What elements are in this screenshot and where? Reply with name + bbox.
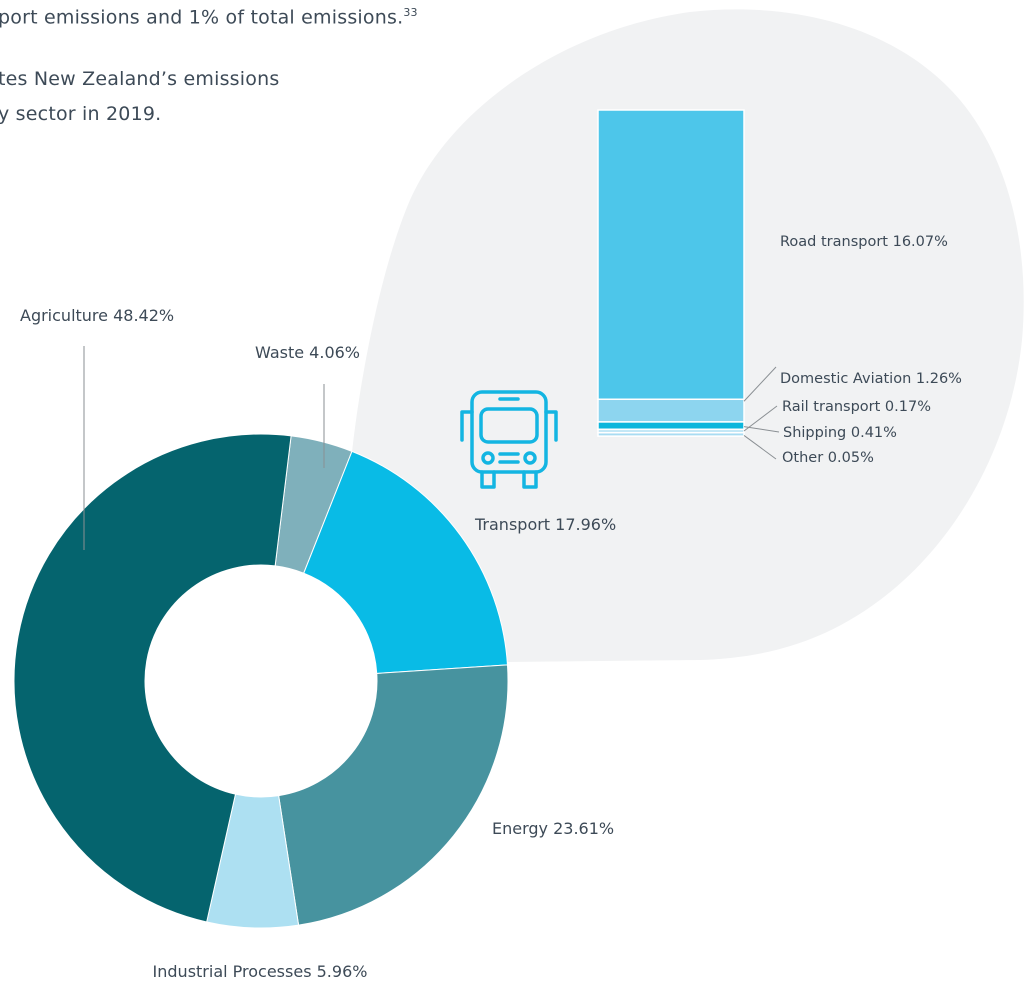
bus-icon-body (470, 390, 548, 474)
label-rail-transport: Rail transport 0.17% (782, 399, 931, 415)
bar-segment-shipping (597, 421, 745, 431)
bus-icon-wheel-left (480, 470, 496, 489)
bus-icon-windshield (479, 407, 539, 444)
bar-segment-road-transport (597, 109, 745, 401)
bus-icon (460, 390, 558, 489)
bus-icon-mirror-left (460, 410, 474, 442)
bus-icon-mirror-right (544, 410, 558, 442)
slice-transport (303, 450, 509, 674)
label-energy: Energy 23.61% (492, 819, 614, 838)
bus-icon-wheel-right (522, 470, 538, 489)
bus-icon-headlight-left (481, 451, 495, 465)
intro-line-2: tes New Zealand’s emissions (0, 68, 280, 90)
label-waste: Waste 4.06% (255, 343, 360, 362)
intro-line-1: port emissions and 1% of total emissions… (0, 6, 418, 29)
label-shipping: Shipping 0.41% (783, 425, 897, 441)
bar-segment-other (597, 431, 745, 437)
intro-line-3: y sector in 2019. (0, 103, 162, 125)
leader-domestic-aviation (743, 366, 777, 402)
leader-rail-transport (743, 405, 778, 432)
donut-chart: Waste 4.06% Transport 17.96% Energy 23.61%… (13, 306, 616, 981)
leader-shipping (743, 426, 780, 433)
transport-breakdown-bar (597, 109, 745, 437)
label-transport: Transport 17.96% (474, 515, 616, 534)
label-agriculture: Agriculture 48.42% (20, 306, 174, 325)
label-road-transport: Road transport 16.07% (780, 234, 948, 250)
label-domestic-aviation: Domestic Aviation 1.26% (780, 371, 962, 387)
bar-segment-domestic-aviation (597, 398, 745, 423)
leader-other (743, 435, 777, 460)
label-industrial-processes: Industrial Processes 5.96% (153, 962, 368, 981)
slice-agriculture (13, 433, 292, 923)
bus-icon-headlight-right (523, 451, 537, 465)
slice-energy (278, 664, 509, 926)
footnote-ref: 33 (403, 6, 418, 19)
label-other: Other 0.05% (782, 450, 874, 466)
bar-labels: Road transport 16.07% Domestic Aviation 1… (743, 234, 962, 466)
